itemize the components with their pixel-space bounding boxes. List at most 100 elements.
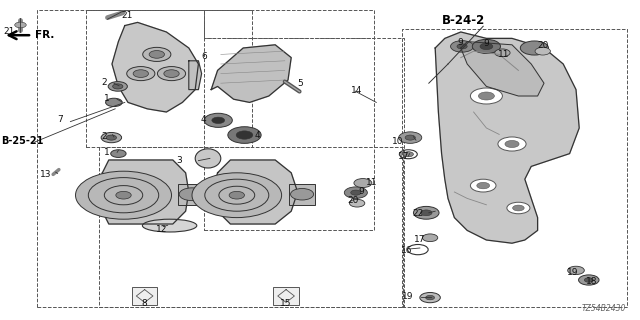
Circle shape: [15, 22, 26, 28]
Circle shape: [405, 135, 415, 140]
Circle shape: [228, 127, 261, 143]
Circle shape: [472, 39, 500, 53]
Circle shape: [106, 135, 116, 140]
Text: 21: 21: [3, 28, 15, 36]
Circle shape: [192, 173, 282, 218]
Circle shape: [113, 84, 123, 89]
Circle shape: [426, 295, 435, 300]
Bar: [86, 10, 252, 147]
Text: 19: 19: [402, 292, 413, 301]
Circle shape: [498, 137, 526, 151]
Circle shape: [116, 191, 131, 199]
Text: 21: 21: [122, 11, 133, 20]
Circle shape: [76, 171, 172, 219]
Circle shape: [413, 206, 439, 219]
Bar: [178, 184, 207, 205]
Text: 16: 16: [401, 246, 412, 255]
Circle shape: [422, 234, 438, 242]
Text: 1: 1: [104, 148, 110, 157]
Text: 13: 13: [40, 170, 51, 179]
Circle shape: [106, 98, 122, 107]
Polygon shape: [212, 160, 298, 224]
Polygon shape: [99, 160, 189, 224]
Bar: [289, 184, 315, 205]
Text: 9: 9: [457, 38, 463, 47]
Circle shape: [157, 67, 186, 81]
Text: 18: 18: [586, 277, 598, 286]
Text: 1: 1: [104, 94, 110, 103]
Text: 9: 9: [358, 188, 364, 196]
Circle shape: [495, 49, 510, 57]
Polygon shape: [461, 42, 544, 96]
Text: 20: 20: [348, 196, 359, 205]
Text: 2: 2: [101, 78, 107, 87]
Text: 3: 3: [177, 156, 182, 165]
Polygon shape: [189, 61, 202, 90]
Bar: [402, 29, 627, 307]
Circle shape: [179, 188, 205, 201]
Circle shape: [535, 47, 550, 55]
Text: B-25-21: B-25-21: [1, 136, 44, 147]
Text: 11: 11: [366, 178, 378, 187]
Circle shape: [291, 188, 314, 200]
Polygon shape: [435, 32, 579, 243]
Circle shape: [101, 132, 122, 143]
Circle shape: [344, 187, 367, 198]
Bar: [273, 287, 299, 305]
Circle shape: [520, 41, 548, 55]
Text: 6: 6: [202, 52, 207, 61]
Text: 9: 9: [483, 39, 489, 48]
Circle shape: [505, 140, 519, 148]
Circle shape: [584, 278, 593, 282]
Text: 20: 20: [538, 41, 549, 50]
Ellipse shape: [143, 219, 197, 232]
Circle shape: [351, 190, 361, 195]
Circle shape: [164, 70, 179, 77]
Circle shape: [420, 292, 440, 303]
Ellipse shape: [195, 149, 221, 168]
Circle shape: [399, 132, 422, 143]
Text: 22: 22: [413, 209, 424, 218]
Circle shape: [143, 47, 171, 61]
Circle shape: [212, 117, 225, 124]
Text: FR.: FR.: [35, 30, 54, 40]
Text: 14: 14: [351, 86, 362, 95]
Circle shape: [579, 275, 599, 285]
Circle shape: [349, 199, 365, 207]
Text: B-24-2: B-24-2: [442, 14, 485, 27]
Circle shape: [451, 41, 474, 52]
Text: 17: 17: [398, 152, 410, 161]
Circle shape: [420, 210, 432, 216]
Text: 8: 8: [142, 299, 147, 308]
Circle shape: [133, 70, 148, 77]
Text: 4: 4: [200, 115, 206, 124]
Circle shape: [568, 266, 584, 275]
Circle shape: [204, 113, 232, 127]
Circle shape: [507, 202, 530, 214]
Text: 15: 15: [280, 299, 292, 308]
Text: 4: 4: [255, 131, 260, 140]
Text: 10: 10: [392, 137, 404, 146]
Circle shape: [149, 51, 164, 58]
Circle shape: [457, 44, 467, 49]
Bar: [99, 147, 403, 307]
Circle shape: [479, 92, 495, 100]
Text: 2: 2: [101, 132, 107, 141]
Bar: [132, 287, 157, 305]
Circle shape: [354, 179, 372, 188]
Bar: [204, 10, 374, 230]
Circle shape: [127, 67, 155, 81]
Circle shape: [111, 150, 126, 157]
Polygon shape: [211, 45, 291, 102]
Polygon shape: [112, 22, 198, 112]
Circle shape: [470, 88, 502, 104]
Circle shape: [513, 205, 524, 211]
Text: 19: 19: [567, 268, 579, 277]
Text: TZ54B2430: TZ54B2430: [582, 304, 626, 313]
Text: 5: 5: [298, 79, 303, 88]
Circle shape: [477, 182, 490, 189]
Circle shape: [480, 43, 493, 50]
Circle shape: [403, 152, 413, 157]
Circle shape: [229, 191, 244, 199]
Circle shape: [108, 82, 127, 91]
